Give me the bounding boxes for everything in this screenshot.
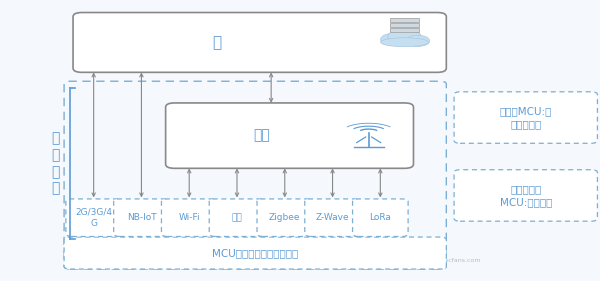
FancyBboxPatch shape bbox=[113, 199, 169, 237]
FancyBboxPatch shape bbox=[64, 237, 446, 269]
FancyBboxPatch shape bbox=[161, 199, 217, 237]
FancyBboxPatch shape bbox=[166, 103, 413, 168]
FancyBboxPatch shape bbox=[389, 18, 419, 22]
FancyBboxPatch shape bbox=[209, 199, 265, 237]
Text: LoRa: LoRa bbox=[370, 213, 391, 222]
Text: 网关中MCU:通
信协议转换: 网关中MCU:通 信协议转换 bbox=[500, 106, 552, 129]
Text: 蓝牙: 蓝牙 bbox=[232, 213, 242, 222]
FancyBboxPatch shape bbox=[454, 92, 598, 143]
Text: 连: 连 bbox=[51, 132, 59, 145]
Text: 云: 云 bbox=[212, 35, 221, 50]
Text: MCU：数据采集处理、控制: MCU：数据采集处理、控制 bbox=[212, 248, 298, 258]
FancyBboxPatch shape bbox=[389, 23, 419, 28]
FancyBboxPatch shape bbox=[353, 199, 408, 237]
FancyBboxPatch shape bbox=[305, 199, 361, 237]
FancyBboxPatch shape bbox=[454, 170, 598, 221]
FancyBboxPatch shape bbox=[389, 28, 419, 33]
FancyBboxPatch shape bbox=[66, 199, 121, 237]
Text: 信: 信 bbox=[51, 182, 59, 196]
Text: 2G/3G/4
G: 2G/3G/4 G bbox=[75, 207, 112, 228]
Text: Z-Wave: Z-Wave bbox=[316, 213, 349, 222]
Ellipse shape bbox=[380, 33, 407, 46]
Text: 通: 通 bbox=[51, 165, 59, 179]
Text: Wi-Fi: Wi-Fi bbox=[178, 213, 200, 222]
Text: 网关: 网关 bbox=[254, 129, 271, 143]
Ellipse shape bbox=[406, 35, 430, 46]
Text: 接: 接 bbox=[51, 148, 59, 162]
FancyBboxPatch shape bbox=[257, 199, 313, 237]
Text: www.alecfans.com: www.alecfans.com bbox=[423, 258, 482, 263]
FancyBboxPatch shape bbox=[73, 13, 446, 72]
Text: 通信模块中
MCU:数据传输: 通信模块中 MCU:数据传输 bbox=[500, 184, 552, 207]
Text: NB-IoT: NB-IoT bbox=[127, 213, 156, 222]
Ellipse shape bbox=[380, 38, 428, 47]
Ellipse shape bbox=[388, 30, 421, 44]
Text: Zigbee: Zigbee bbox=[269, 213, 301, 222]
